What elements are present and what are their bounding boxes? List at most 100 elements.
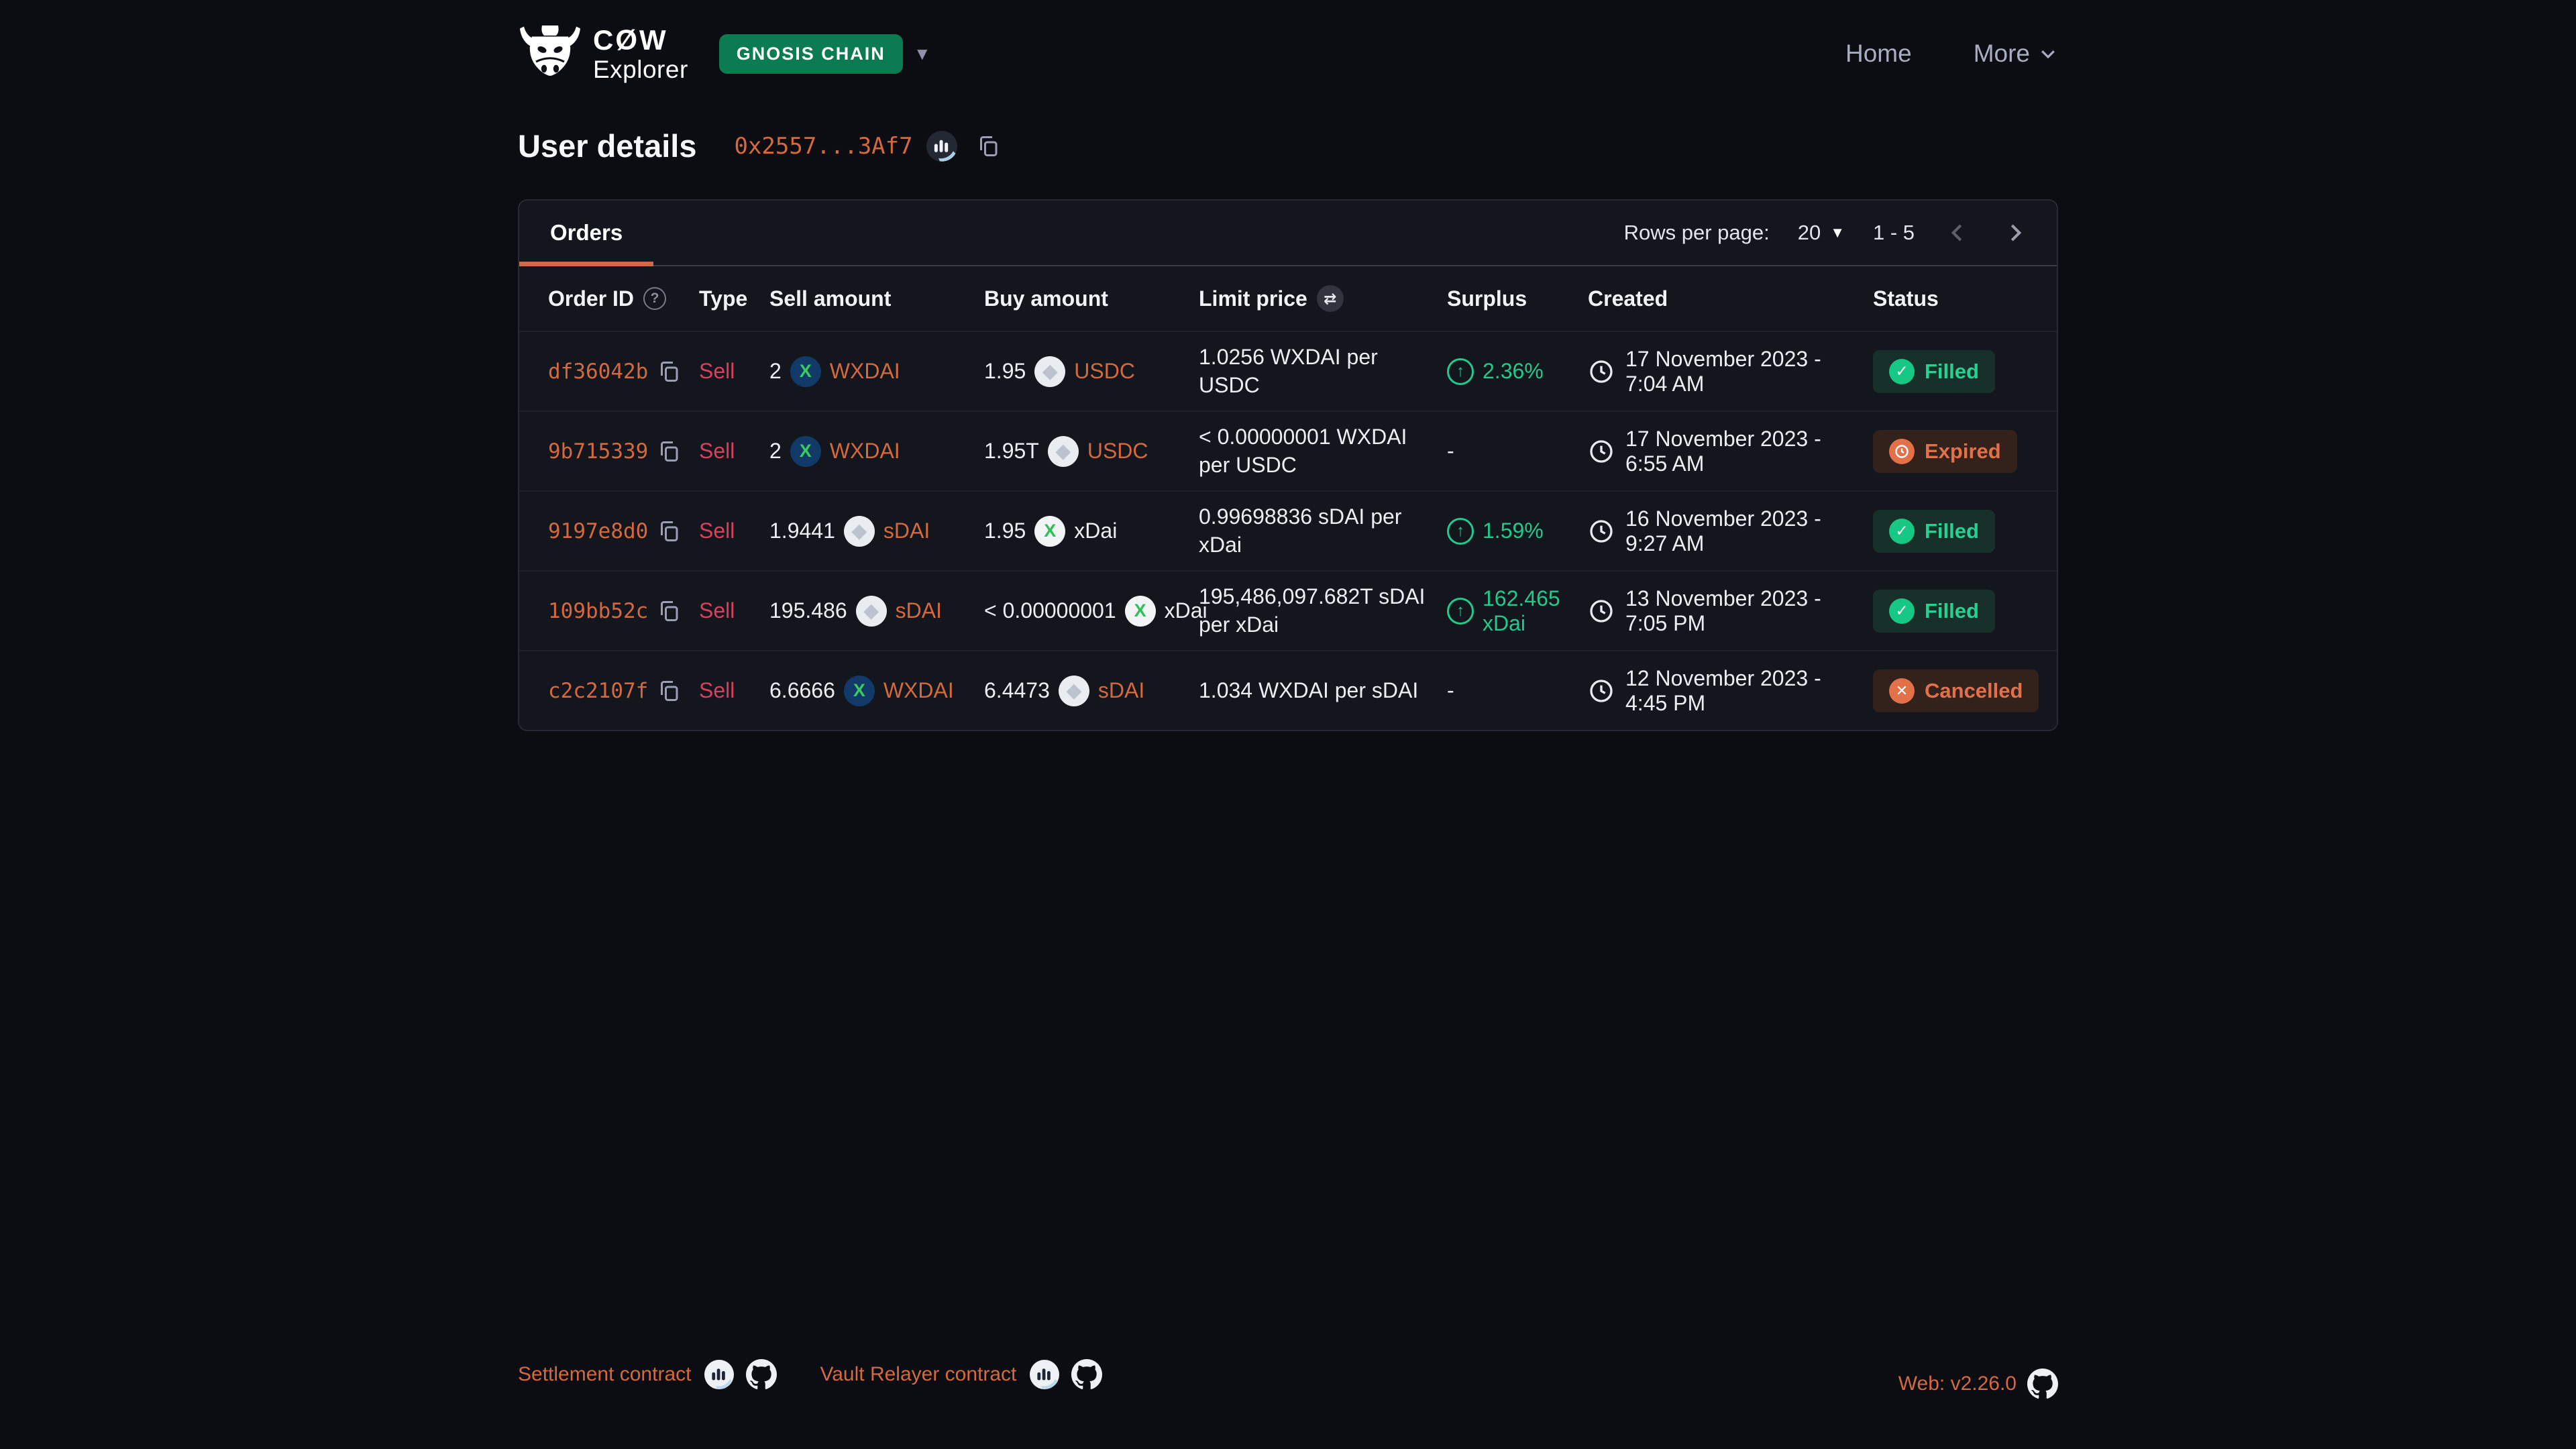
buy-token-symbol[interactable]: USDC [1074, 359, 1135, 383]
blockscout-icon[interactable] [1030, 1360, 1060, 1389]
network-selector-badge[interactable]: GNOSIS CHAIN [718, 34, 903, 74]
table-row: 9197e8d0 Sell 1.9441 ◆ sDAI 1.95 X xDai … [519, 490, 2057, 570]
cow-explorer-logo[interactable]: CØW Explorer [518, 24, 688, 83]
limit-price: 0.99698836 sDAI per xDai [1199, 504, 1402, 557]
type-cell: Sell [699, 359, 769, 384]
tab-orders[interactable]: Orders [519, 201, 654, 266]
sell-token-icon: X [790, 435, 821, 467]
status-cell: ✓ ✕ Filled [1873, 509, 2057, 553]
sell-amount-cell: 195.486 ◆ sDAI [769, 595, 984, 627]
blockscout-icon[interactable] [926, 130, 957, 162]
buy-token-icon: X [1034, 515, 1066, 547]
footer-version-group: Web: v2.26.0 [1898, 1368, 2058, 1399]
copy-order-id-button[interactable] [657, 599, 681, 623]
copy-icon [661, 600, 678, 621]
copy-address-button[interactable] [976, 134, 1000, 158]
order-id-link[interactable]: 9197e8d0 [548, 519, 649, 543]
buy-token-symbol[interactable]: USDC [1087, 439, 1148, 463]
swap-price-icon[interactable]: ⇄ [1316, 285, 1344, 312]
next-page-button[interactable] [2000, 218, 2030, 248]
sell-token-symbol[interactable]: WXDAI [829, 359, 900, 383]
buy-amount-cell: 6.4473 ◆ sDAI [984, 675, 1199, 706]
buy-token-icon: ◆ [1034, 356, 1066, 387]
buy-amount-cell: 1.95 ◆ USDC [984, 356, 1199, 387]
previous-page-button[interactable] [1943, 218, 1972, 248]
status-cell: ✓ ✕ Expired [1873, 429, 2057, 473]
cow-head-icon [520, 25, 580, 76]
buy-token-symbol[interactable]: xDai [1074, 519, 1118, 543]
sell-amount-cell: 2 X WXDAI [769, 435, 984, 467]
buy-token-icon: X [1124, 595, 1156, 627]
col-sell-amount: Sell amount [769, 286, 892, 311]
copy-order-id-button[interactable] [657, 519, 681, 543]
surplus-value: - [1447, 439, 1454, 463]
surplus-cell: ↑ 162.465 xDai [1447, 586, 1588, 636]
network-chevron-down-icon[interactable]: ▼ [913, 43, 931, 64]
copy-icon [661, 680, 678, 701]
copy-icon [661, 361, 678, 382]
settlement-contract-link[interactable]: Settlement contract [518, 1363, 692, 1385]
status-cell: ✓ ✕ Filled [1873, 350, 2057, 393]
col-type: Type [699, 286, 748, 311]
clock-icon [1590, 439, 1613, 463]
sell-token-icon: X [790, 356, 821, 387]
surplus-up-arrow-icon: ↑ [1447, 597, 1474, 625]
blockscout-icon[interactable] [704, 1360, 735, 1389]
copy-order-id-button[interactable] [657, 439, 681, 464]
copy-icon [661, 441, 678, 462]
logo-subtitle: Explorer [593, 55, 688, 83]
logo-title: CØW [593, 23, 668, 56]
caret-down-icon: ▼ [1830, 224, 1845, 241]
created-cell: 17 November 2023 - 6:55 AM [1588, 427, 1873, 476]
surplus-value: - [1447, 678, 1454, 702]
created-cell: 12 November 2023 - 4:45 PM [1588, 666, 1873, 716]
help-icon[interactable]: ? [643, 287, 667, 310]
sell-token-symbol[interactable]: sDAI [883, 519, 930, 543]
sell-amount: 2 [769, 359, 782, 383]
nav-home-link[interactable]: Home [1845, 40, 1912, 67]
rows-per-page-label: Rows per page: [1623, 221, 1770, 244]
clock-icon [1590, 519, 1613, 543]
sell-token-symbol[interactable]: sDAI [895, 598, 943, 623]
created-date: 17 November 2023 - 7:04 AM [1625, 346, 1821, 396]
sell-token-symbol[interactable]: WXDAI [883, 678, 954, 702]
expired-clock-icon [1895, 444, 1909, 458]
status-cell: ✓ ✕ Cancelled [1873, 669, 2057, 712]
order-id-cell: 109bb52c [519, 599, 699, 623]
copy-order-id-button[interactable] [657, 360, 681, 384]
order-id-link[interactable]: 109bb52c [548, 598, 649, 623]
sell-token-symbol[interactable]: WXDAI [829, 439, 900, 463]
clock-icon [1590, 360, 1613, 383]
github-icon[interactable] [1071, 1359, 1103, 1390]
clock-icon [1590, 679, 1613, 702]
order-id-link[interactable]: c2c2107f [548, 678, 649, 703]
surplus-value: 2.36% [1483, 359, 1544, 383]
page-footer: Settlement contract Vault Relayer contra… [0, 1359, 2576, 1449]
col-status: Status [1873, 286, 1939, 311]
buy-amount: 1.95T [984, 439, 1039, 463]
surplus-cell: ↑ - [1447, 678, 1588, 703]
sell-amount: 195.486 [769, 598, 847, 623]
check-icon: ✓ [1895, 522, 1909, 539]
copy-order-id-button[interactable] [657, 679, 681, 703]
sell-amount-cell: 6.6666 X WXDAI [769, 675, 984, 706]
table-header-row: Order ID ? Type Sell amount Buy amount L… [519, 266, 2057, 331]
github-icon[interactable] [746, 1359, 777, 1390]
created-date: 16 November 2023 - 9:27 AM [1625, 506, 1821, 555]
nav-more-link[interactable]: More [1974, 40, 2058, 68]
order-id-link[interactable]: df36042b [548, 359, 649, 384]
status-badge: ✓ ✕ Filled [1873, 589, 1995, 633]
buy-token-symbol[interactable]: sDAI [1097, 678, 1145, 702]
buy-token-symbol[interactable]: xDai [1164, 598, 1208, 623]
limit-price: 195,486,097.682T sDAI per xDai [1199, 584, 1426, 637]
github-icon[interactable] [2027, 1368, 2058, 1399]
status-label: Filled [1925, 359, 1979, 383]
status-icon: ✓ ✕ [1889, 438, 1915, 464]
web-version-link[interactable]: Web: v2.26.0 [1898, 1373, 2017, 1395]
table-row: 9b715339 Sell 2 X WXDAI 1.95T ◆ USDC < 0… [519, 411, 2057, 490]
sell-token-icon: ◆ [843, 515, 875, 547]
surplus-up-arrow-icon: ↑ [1447, 358, 1474, 385]
order-id-link[interactable]: 9b715339 [548, 439, 649, 464]
vault-relayer-contract-link[interactable]: Vault Relayer contract [820, 1363, 1017, 1385]
rows-per-page-select[interactable]: 20 ▼ [1798, 221, 1845, 245]
